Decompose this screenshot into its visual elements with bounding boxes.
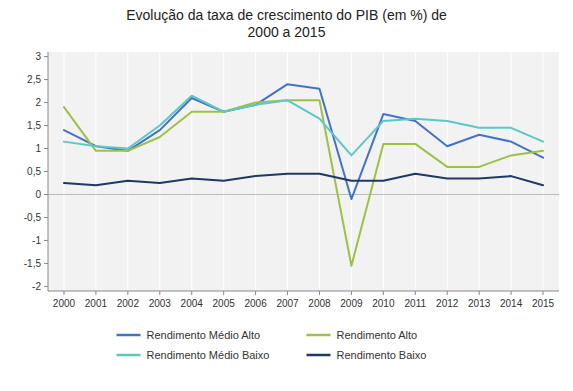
y-tick	[44, 125, 48, 126]
x-tick	[351, 291, 352, 295]
grid-line	[383, 52, 384, 291]
x-tick	[95, 291, 96, 295]
series-line	[64, 96, 543, 156]
grid-line	[95, 52, 96, 291]
y-tick-label: -1	[32, 235, 41, 246]
grid-line	[543, 52, 544, 291]
legend-label: Rendimento Médio Alto	[147, 329, 261, 341]
x-tick-label: 2008	[308, 298, 331, 309]
legend-swatch	[307, 354, 331, 357]
x-tick	[191, 291, 192, 295]
x-tick	[383, 291, 384, 295]
x-tick	[319, 291, 320, 295]
x-tick-label: 2003	[149, 298, 172, 309]
legend-label: Rendimento Alto	[337, 329, 418, 341]
y-tick	[44, 240, 48, 241]
x-tick-label: 2009	[340, 298, 363, 309]
y-tick	[44, 263, 48, 264]
title-line: 2000 a 2015	[248, 24, 326, 40]
x-tick-label: 2004	[181, 298, 204, 309]
x-tick-label: 2015	[532, 298, 555, 309]
grid	[64, 52, 543, 291]
x-tick	[223, 291, 224, 295]
x-tick-label: 2000	[53, 298, 76, 309]
grid-line	[351, 52, 352, 291]
y-tick	[44, 217, 48, 218]
y-tick-label: 3	[35, 51, 41, 62]
grid-line	[191, 52, 192, 291]
series-line	[64, 84, 543, 199]
grid-line	[479, 52, 480, 291]
x-tick	[479, 291, 480, 295]
y-tick-label: 2,5	[27, 74, 41, 85]
x-tick-label: 2002	[117, 298, 140, 309]
legend-swatch	[117, 354, 141, 357]
series-line	[64, 174, 543, 185]
x-tick-label: 2005	[213, 298, 236, 309]
y-tick-label: -0,5	[24, 212, 42, 223]
title: Evolução da taxa de crescimento do PIB (…	[126, 7, 447, 40]
x-tick	[511, 291, 512, 295]
grid-line	[447, 52, 448, 291]
y-tick-label: 0,5	[27, 166, 41, 177]
legend: Rendimento Médio Alto Rendimento Alto Rend…	[117, 329, 427, 361]
x-tick	[287, 291, 288, 295]
x-tick	[447, 291, 448, 295]
y-tick	[44, 171, 48, 172]
y-tick-label: 1,5	[27, 120, 41, 131]
x-axis-line	[48, 291, 559, 292]
x-tick	[63, 291, 64, 295]
x-tick	[159, 291, 160, 295]
legend-label: Rendimento Baixo	[337, 349, 427, 361]
y-tick	[44, 148, 48, 149]
x-tick-label: 2013	[468, 298, 491, 309]
x-tick-label: 2001	[85, 298, 108, 309]
grid-line	[223, 52, 224, 291]
y-tick	[44, 79, 48, 80]
grid-line	[511, 52, 512, 291]
x-tick	[255, 291, 256, 295]
x-tick-label: 2014	[500, 298, 523, 309]
series-line	[64, 100, 543, 265]
y-tick-label: 0	[35, 189, 41, 200]
zero-line	[48, 194, 559, 195]
title-line: Evolução da taxa de crescimento do PIB (…	[126, 7, 447, 23]
y-tick	[44, 286, 48, 287]
grid-line	[63, 52, 64, 291]
x-tick	[127, 291, 128, 295]
y-tick	[44, 56, 48, 57]
chart: Evolução da taxa de crescimento do PIB (…	[0, 0, 573, 391]
legend-label: Rendimento Médio Baixo	[147, 349, 270, 361]
x-tick-label: 2007	[276, 298, 299, 309]
grid-line	[287, 52, 288, 291]
x-tick	[415, 291, 416, 295]
y-tick-label: 2	[35, 97, 41, 108]
plot-area	[48, 52, 559, 291]
x-tick-label: 2012	[436, 298, 459, 309]
x-tick-label: 2006	[244, 298, 267, 309]
y-tick	[44, 194, 48, 195]
series-group	[64, 84, 543, 266]
y-tick-label: -2	[32, 281, 41, 292]
x-tick-label: 2010	[372, 298, 395, 309]
x-tick	[543, 291, 544, 295]
y-axis-line	[48, 52, 49, 291]
grid-line	[127, 52, 128, 291]
grid-line	[255, 52, 256, 291]
legend-swatch	[117, 334, 141, 337]
grid-line	[415, 52, 416, 291]
x-tick-label: 2011	[405, 298, 427, 309]
legend-swatch	[307, 334, 331, 337]
y-tick	[44, 102, 48, 103]
y-tick-label: 1	[35, 143, 41, 154]
y-tick-label: -1,5	[24, 258, 42, 269]
grid-line	[159, 52, 160, 291]
